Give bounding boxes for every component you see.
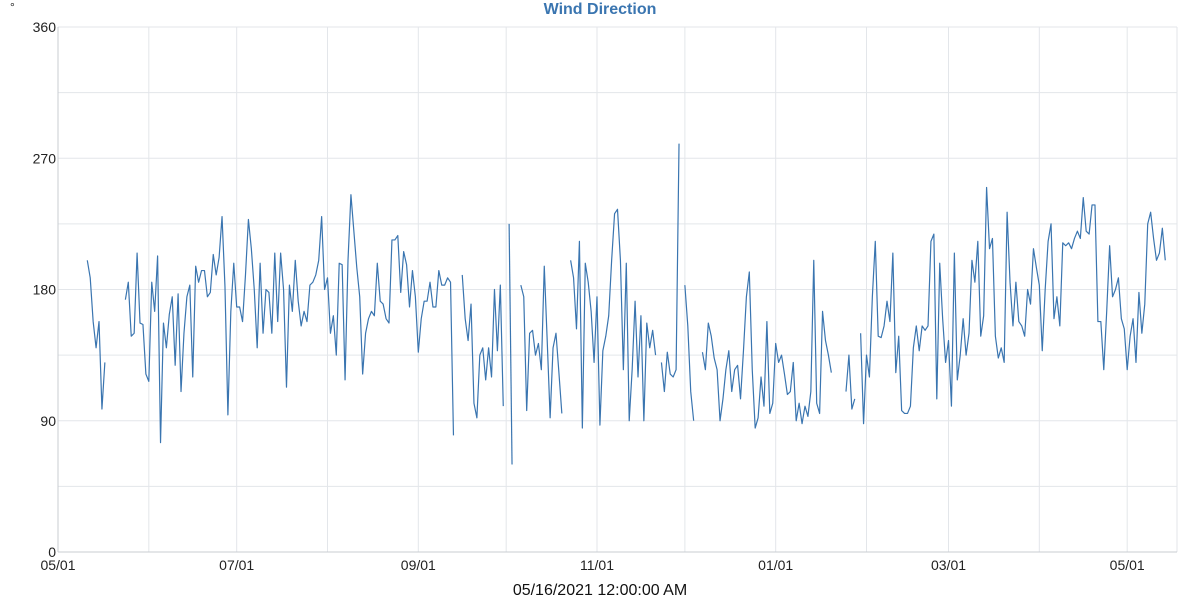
- x-tick-label: 05/01: [1110, 557, 1145, 573]
- series-line-segment: [660, 143, 680, 393]
- series-line-segment: [684, 285, 695, 421]
- y-axis-unit: °: [10, 0, 15, 14]
- series-line-segment: [86, 260, 106, 410]
- series-lines: [86, 143, 1166, 465]
- y-tick-label: 90: [40, 413, 56, 429]
- x-tick-label: 03/01: [931, 557, 966, 573]
- series-line-segment: [520, 265, 563, 419]
- x-tick-label: 05/01: [40, 557, 75, 573]
- x-tick-label: 01/01: [758, 557, 793, 573]
- series-line-segment: [508, 223, 513, 465]
- series-line-segment: [845, 354, 856, 410]
- x-tick-label: 09/01: [401, 557, 436, 573]
- x-tick-label: 07/01: [219, 557, 254, 573]
- series-line-segment: [860, 186, 1166, 425]
- y-tick-label: 0: [48, 544, 56, 560]
- series-line-segment: [124, 194, 455, 444]
- y-tick-label: 360: [33, 19, 57, 35]
- series-line-segment: [570, 208, 657, 429]
- selected-timestamp: 05/16/2021 12:00:00 AM: [512, 582, 688, 599]
- axes: [57, 27, 1177, 553]
- tick-labels: 0 90 180 270 360 05/01 07/01 09/01 11/01 01/01 03/…: [33, 19, 1145, 573]
- x-tick-label: 11/01: [580, 557, 614, 573]
- y-tick-label: 180: [33, 282, 57, 298]
- series-line-segment: [461, 274, 504, 419]
- grid-lines: [58, 26, 1178, 552]
- series-line-segment: [701, 259, 832, 429]
- chart-title: Wind Direction: [543, 1, 657, 18]
- y-tick-label: 270: [33, 150, 57, 166]
